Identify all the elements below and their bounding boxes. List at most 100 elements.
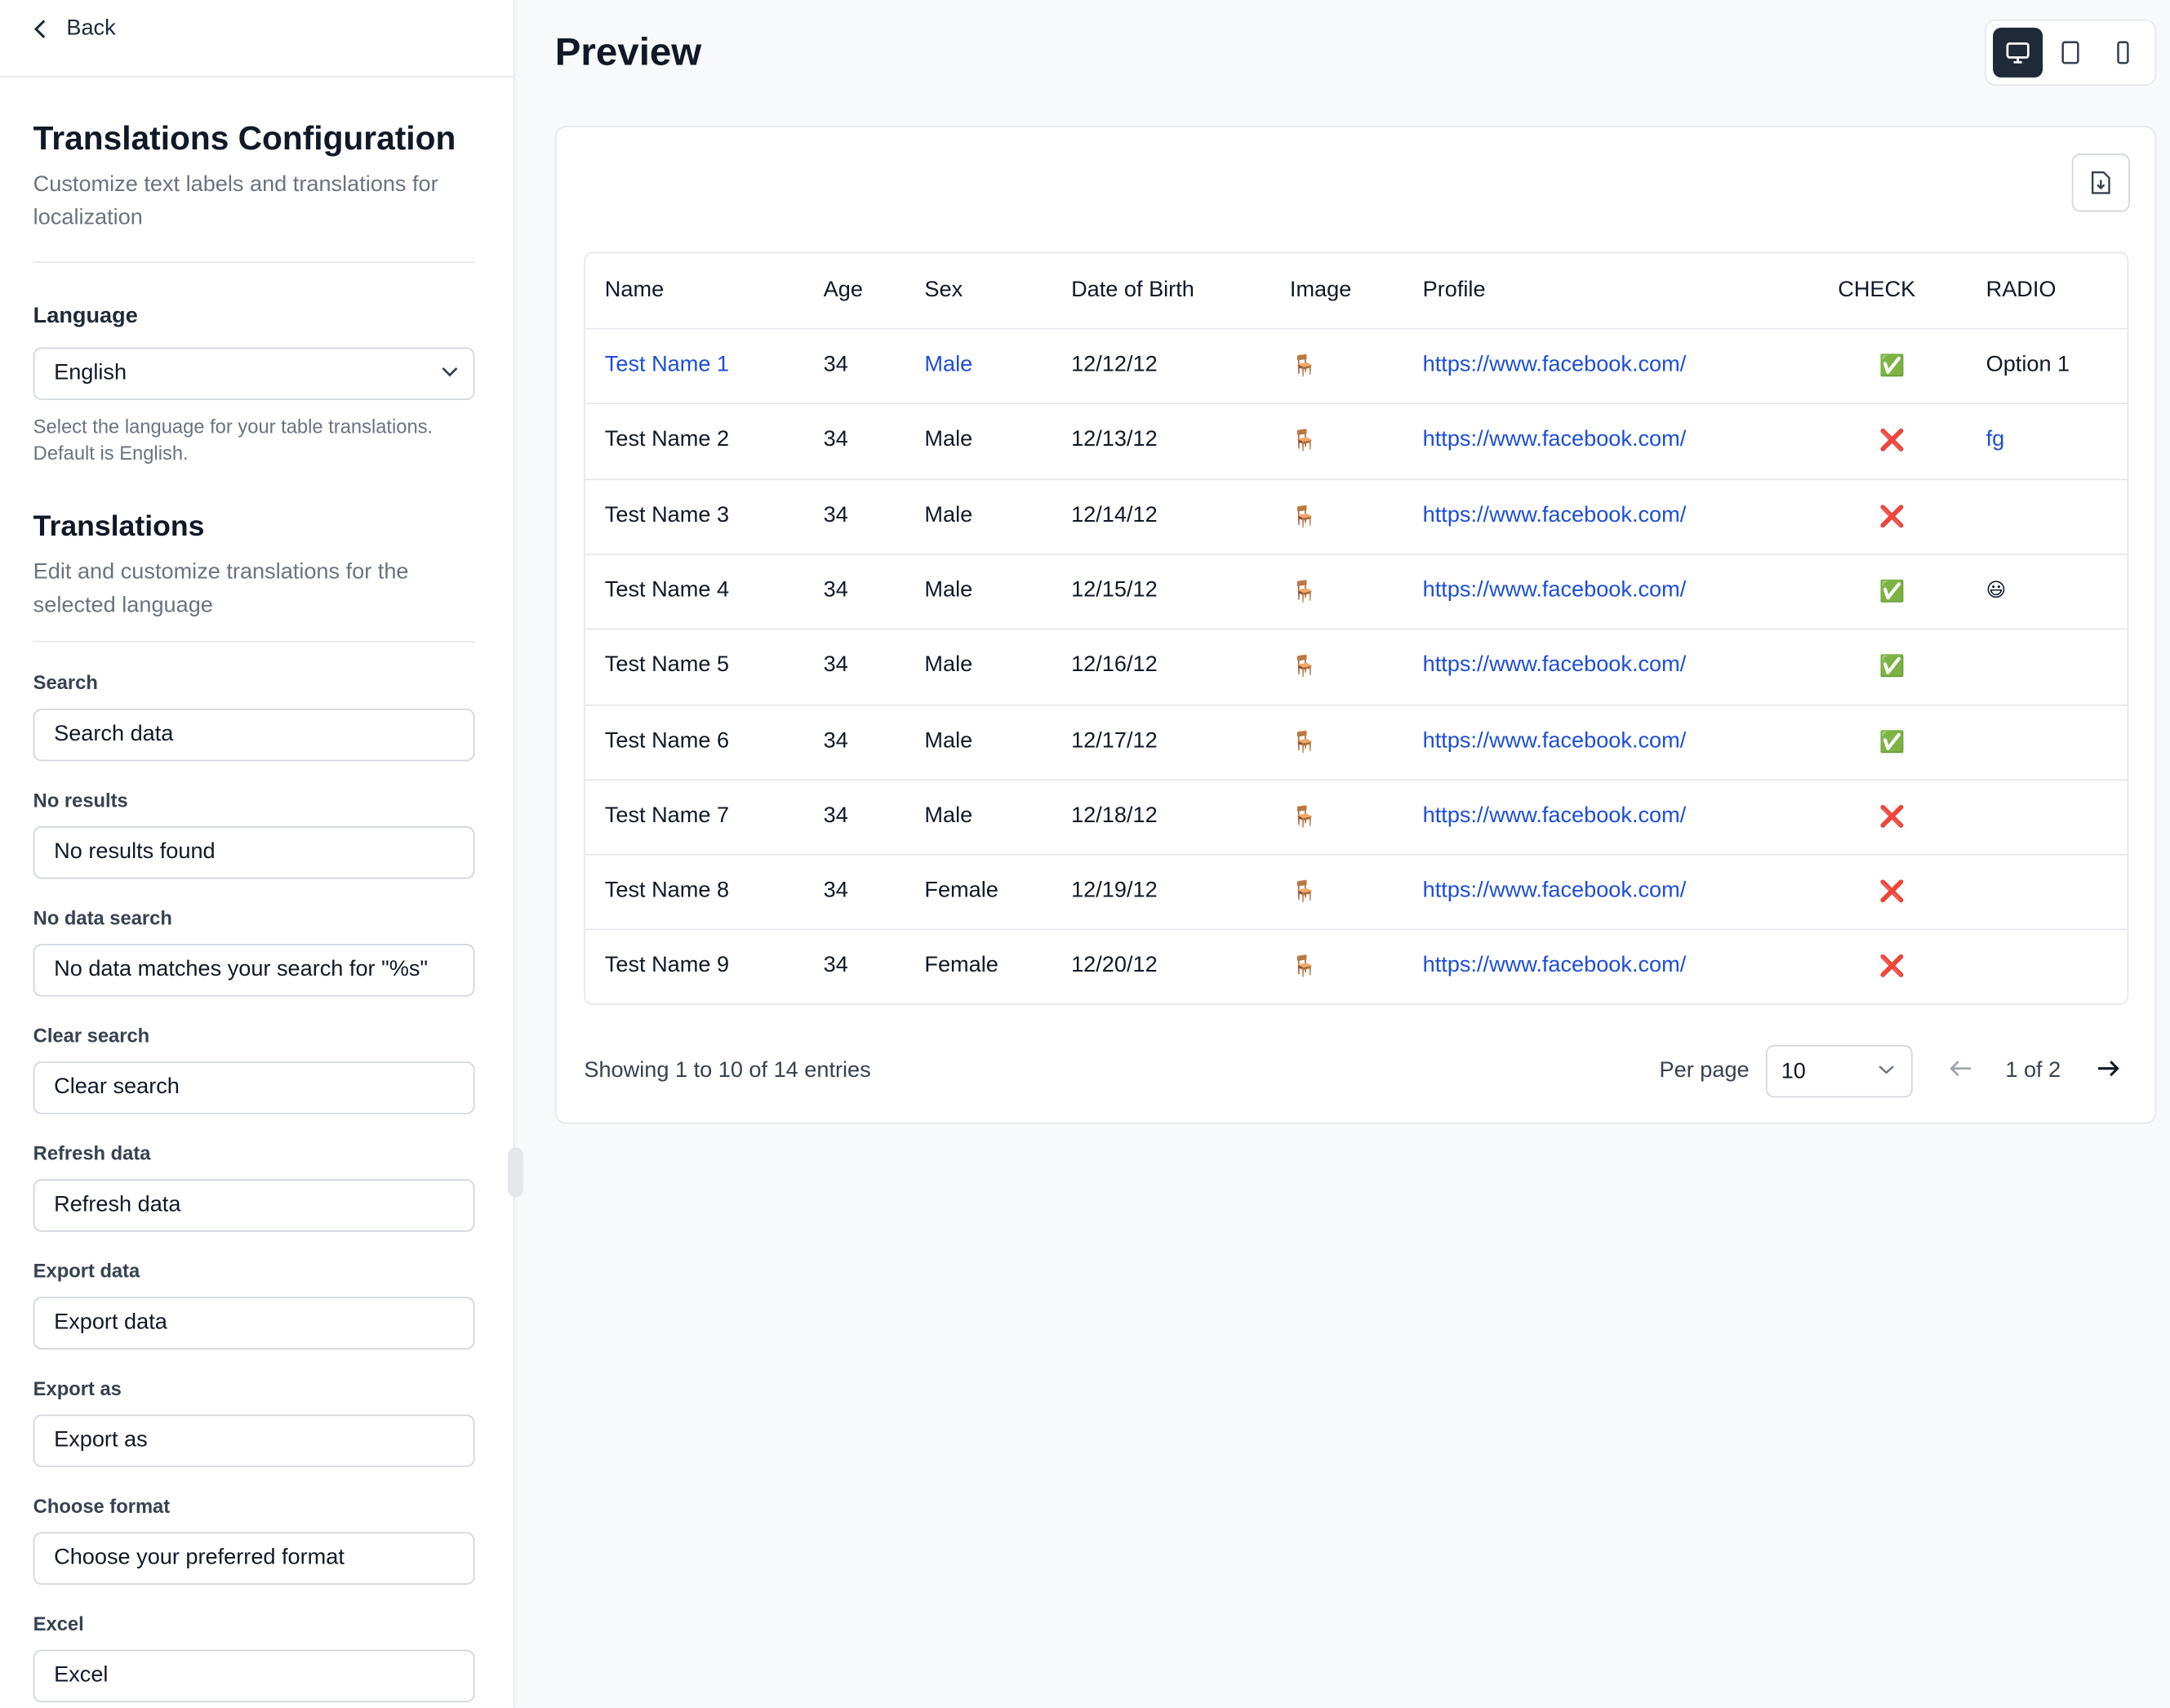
resize-handle[interactable] — [508, 1147, 523, 1198]
config-subtitle: Customize text labels and translations f… — [33, 172, 438, 230]
column-header: Sex — [924, 278, 963, 302]
column-header: Date of Birth — [1071, 278, 1194, 302]
field-input[interactable]: Excel — [33, 1649, 475, 1703]
back-icon — [33, 20, 46, 38]
sidebar: Back Translations Configuration Customiz… — [0, 0, 515, 1708]
field-input[interactable]: Choose your preferred format — [33, 1532, 475, 1586]
name-cell: Test Name 7 — [604, 803, 730, 828]
config-title: Translations Configuration — [33, 120, 456, 158]
profile-cell[interactable]: https://www.facebook.com/ — [1422, 653, 1687, 678]
dob-cell: 12/20/12 — [1071, 954, 1158, 978]
dob-cell: 12/17/12 — [1071, 728, 1158, 753]
field-input[interactable]: No results found — [33, 826, 475, 879]
row-divider — [585, 478, 2128, 480]
field-value: No data matches your search for "%s" — [54, 958, 429, 981]
row-divider — [585, 854, 2128, 856]
chevron — [1879, 1065, 1894, 1074]
sex-cell: Female — [924, 878, 998, 903]
image-cell: 🪑 — [1291, 880, 1318, 905]
check-cell: ❌ — [1879, 805, 1905, 830]
back-button[interactable]: Back — [33, 16, 116, 42]
divider — [0, 76, 514, 78]
language-label: Language — [33, 304, 138, 328]
row-divider — [585, 929, 2128, 931]
next-page-button[interactable] — [2096, 1057, 2121, 1079]
profile-cell[interactable]: https://www.facebook.com/ — [1422, 428, 1687, 452]
age-cell: 34 — [823, 728, 848, 753]
profile-cell[interactable]: https://www.facebook.com/ — [1422, 353, 1687, 377]
field-input[interactable]: Clear search — [33, 1061, 475, 1114]
translations-title: Translations — [33, 510, 205, 543]
image-cell: 🪑 — [1291, 730, 1318, 754]
export-button[interactable] — [2071, 153, 2130, 212]
prev-page-button[interactable] — [1949, 1057, 1974, 1079]
name-cell[interactable]: Test Name 1 — [604, 353, 730, 377]
image-cell: 🪑 — [1291, 805, 1318, 830]
check-cell: ✅ — [1879, 354, 1905, 378]
dob-cell: 12/16/12 — [1071, 653, 1158, 678]
field-value: Choose your preferred format — [54, 1546, 345, 1570]
field-input[interactable]: Refresh data — [33, 1179, 475, 1232]
field-value: Export data — [54, 1310, 167, 1335]
preview-title: Preview — [554, 30, 702, 73]
image-cell: 🪑 — [1291, 580, 1318, 603]
age-cell: 34 — [823, 503, 848, 527]
age-cell: 34 — [823, 578, 848, 603]
field-input[interactable]: Export data — [33, 1297, 475, 1350]
sex-cell: Male — [924, 578, 973, 603]
row-divider — [585, 553, 2128, 555]
field-input[interactable]: Export as — [33, 1414, 475, 1467]
image-cell: 🪑 — [1291, 505, 1318, 528]
image-cell: 🪑 — [1291, 655, 1318, 678]
radio-cell[interactable]: fg — [1985, 428, 2005, 452]
divider — [33, 640, 475, 643]
check-cell: ❌ — [1879, 880, 1905, 905]
field-value: Refresh data — [54, 1193, 181, 1217]
desktop-button[interactable] — [1993, 27, 2043, 78]
field-label: Export as — [33, 1377, 122, 1399]
per-page-select[interactable]: 10 — [1766, 1044, 1913, 1098]
profile-cell[interactable]: https://www.facebook.com/ — [1422, 503, 1687, 527]
field-value: No results found — [54, 839, 216, 864]
field-input[interactable]: Search data — [33, 708, 475, 762]
dob-cell: 12/15/12 — [1071, 578, 1158, 603]
desktop-icon — [2006, 42, 2030, 64]
name-cell: Test Name 5 — [604, 653, 730, 678]
age-cell: 34 — [823, 954, 848, 978]
column-header: CHECK — [1838, 278, 1916, 302]
profile-cell[interactable]: https://www.facebook.com/ — [1422, 803, 1687, 828]
check-cell: ❌ — [1879, 955, 1905, 980]
profile-cell[interactable]: https://www.facebook.com/ — [1422, 728, 1687, 753]
sex-cell: Male — [924, 653, 973, 678]
chevron — [442, 367, 458, 377]
mobile-button[interactable] — [2098, 28, 2148, 78]
column-header: Age — [823, 278, 863, 302]
entries-info: Showing 1 to 10 of 14 entries — [584, 1058, 871, 1083]
dob-cell: 12/18/12 — [1071, 803, 1158, 828]
check-cell: ✅ — [1879, 655, 1905, 678]
field-value: Excel — [54, 1663, 109, 1688]
profile-cell[interactable]: https://www.facebook.com/ — [1422, 878, 1687, 903]
row-divider — [585, 628, 2128, 630]
profile-cell[interactable]: https://www.facebook.com/ — [1422, 954, 1687, 978]
name-cell: Test Name 2 — [604, 428, 730, 452]
language-select[interactable]: English — [33, 347, 475, 400]
dob-cell: 12/13/12 — [1071, 428, 1158, 452]
profile-cell[interactable]: https://www.facebook.com/ — [1422, 578, 1687, 603]
field-label: Excel — [33, 1612, 84, 1635]
name-cell: Test Name 4 — [604, 578, 730, 603]
field-label: Search — [33, 671, 98, 694]
mobile-icon — [2117, 41, 2129, 64]
radio-cell: 😃 — [1985, 578, 2007, 601]
divider — [33, 261, 475, 264]
dob-cell: 12/19/12 — [1071, 878, 1158, 903]
tablet-button[interactable] — [2046, 28, 2096, 78]
field-input[interactable]: No data matches your search for "%s" — [33, 944, 475, 997]
image-cell: 🪑 — [1291, 354, 1318, 378]
sex-cell: Female — [924, 954, 998, 978]
age-cell: 34 — [823, 428, 848, 452]
page-info: 1 of 2 — [2005, 1058, 2061, 1083]
sex-cell[interactable]: Male — [924, 353, 973, 377]
